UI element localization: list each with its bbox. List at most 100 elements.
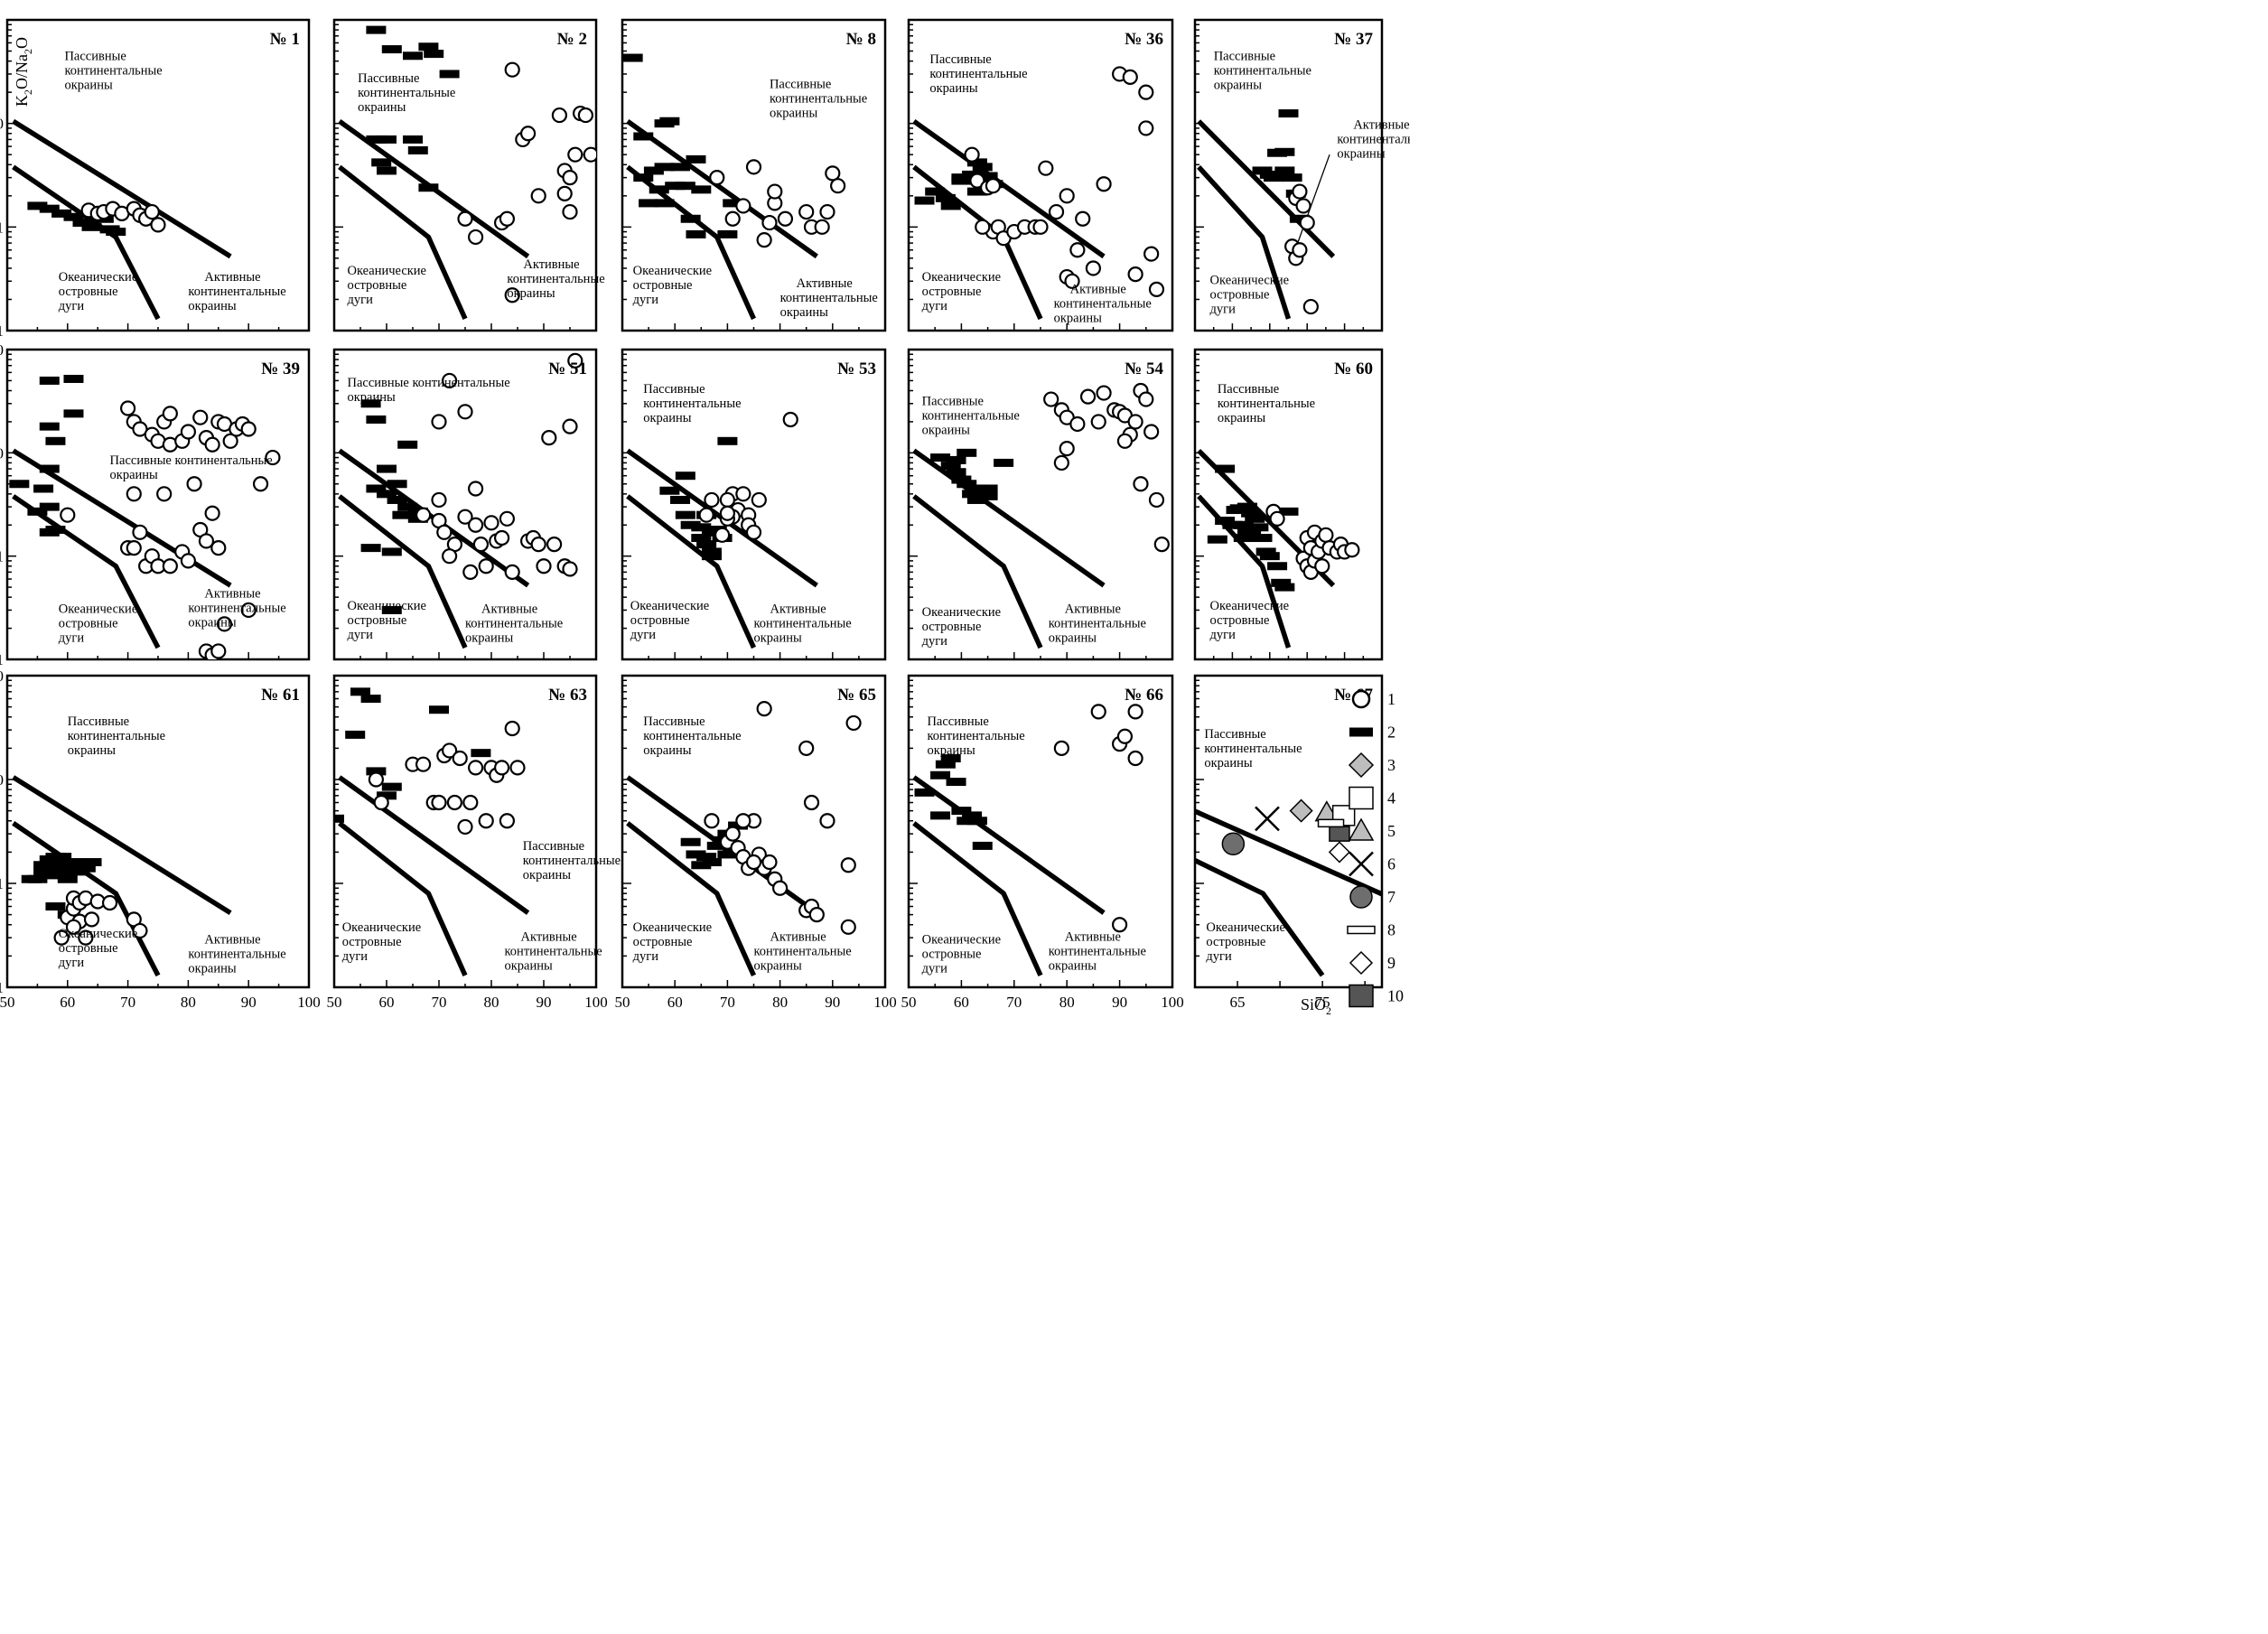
point-series-1 [567, 352, 583, 369]
point-series-1 [583, 146, 596, 163]
point-series-1 [1133, 476, 1149, 492]
point-series-1 [60, 507, 76, 523]
point-series-2 [654, 199, 675, 208]
point-series-2 [45, 858, 66, 867]
region-label-arcs: дуги [633, 293, 659, 307]
figure: № 1ПассивныеконтинентальныеокраиныАктивн… [0, 18, 1410, 1015]
point-series-2 [381, 605, 402, 614]
point-series-1 [724, 210, 741, 227]
legend-label: 7 [1387, 888, 1395, 906]
legend-item-7: 7 [1349, 885, 1395, 909]
point-series-2 [1222, 520, 1243, 529]
point-series-1 [240, 421, 257, 437]
point-series-1 [519, 126, 537, 142]
point-series-2 [977, 172, 998, 181]
point-series-2 [75, 864, 96, 873]
region-label-active: континентальные [465, 617, 563, 631]
legend-item-3: 3 [1348, 752, 1395, 779]
point-series-2 [675, 182, 695, 191]
boundary-lower-line [912, 821, 1043, 977]
region-label-active: континентальные [188, 948, 285, 962]
point-series-2 [1282, 173, 1302, 182]
point-series-2 [377, 791, 397, 800]
point-series-1 [1314, 558, 1330, 574]
point-series-1 [1116, 433, 1134, 449]
panel-1: № 1ПассивныеконтинентальныеокраиныАктивн… [0, 18, 311, 340]
region-label-passive: окраины [929, 81, 978, 96]
point-series-2 [334, 814, 344, 823]
boundary-lower-line [338, 494, 468, 649]
point-series-1 [840, 919, 856, 935]
point-series-1 [719, 505, 736, 521]
point-series-1 [467, 229, 484, 246]
panel-plot-area [912, 704, 1143, 977]
region-label-passive: континентальные [523, 854, 621, 868]
point-series-1 [499, 210, 516, 227]
point-series-2 [45, 871, 66, 880]
point-series-2 [659, 117, 680, 126]
point-series-1 [1295, 198, 1311, 214]
point-series-1 [457, 404, 473, 420]
panel-title: № 37 [1334, 30, 1373, 49]
legend-label: 4 [1387, 789, 1395, 808]
region-label-active: континентальные [507, 272, 604, 286]
region-label-active: Активные [1070, 283, 1126, 297]
point-series-1 [1059, 441, 1075, 457]
point-series-1 [1302, 298, 1319, 315]
point-series-1 [132, 524, 148, 540]
point-series-1 [180, 553, 196, 569]
point-series-1 [53, 929, 70, 946]
point-series-1 [745, 159, 762, 175]
point-series-1 [709, 170, 725, 186]
x-tick-label: 70 [120, 994, 135, 1011]
point-series-2 [680, 520, 701, 529]
point-series-2 [940, 754, 961, 763]
point-series-1 [204, 505, 220, 521]
point-series-2 [935, 760, 956, 769]
boundary-upper-line [12, 775, 232, 915]
point-series-1 [975, 219, 991, 235]
region-label-passive: окраины [1214, 79, 1263, 93]
panel-plot-area [334, 687, 530, 977]
panel-title: № 53 [837, 359, 876, 378]
panel-plot-area [912, 66, 1165, 321]
point-series-2 [1289, 214, 1310, 223]
boundary-upper-line [1195, 808, 1382, 897]
panel-4: № 36ПассивныеконтинентальныеокраиныАктив… [907, 18, 1174, 332]
point-series-2 [633, 173, 654, 182]
point-series-1 [1053, 740, 1069, 756]
point-series-1 [240, 602, 257, 619]
x-tick-label: 75 [1315, 994, 1330, 1011]
point-series-1 [577, 107, 594, 124]
point-series-2 [371, 158, 392, 167]
point-series-1 [216, 616, 233, 632]
point-series-2 [63, 858, 84, 867]
legend-marker-8 [1347, 925, 1376, 935]
y-tick-label: 0.1 [0, 322, 4, 340]
x-tick-label: 50 [0, 994, 15, 1011]
region-label-arcs: Океанические [1210, 599, 1290, 613]
region-label-arcs: дуги [1210, 302, 1237, 316]
panel-title: № 54 [1125, 359, 1163, 378]
region-label-passive: континентальные [643, 397, 741, 411]
x-tick-label: 90 [825, 994, 840, 1011]
point-series-2 [966, 158, 987, 167]
region-label-passive: Пассивные [927, 714, 988, 729]
region-label-passive: окраины [68, 743, 117, 758]
point-series-2 [914, 196, 935, 205]
region-label-arcs: Океанические [630, 599, 710, 613]
x-tick-label: 70 [720, 994, 735, 1011]
point-series-1 [814, 219, 830, 235]
region-label-arcs: дуги [348, 628, 374, 642]
panel-5: № 37ПассивныеконтинентальныеокраиныАктив… [1193, 18, 1410, 332]
point-series-1 [222, 433, 238, 449]
point-series-1 [373, 794, 389, 811]
panel-title: № 2 [557, 30, 587, 49]
point-series-2 [701, 547, 722, 556]
point-series-2 [418, 183, 439, 192]
point-series-1 [156, 486, 173, 502]
panel-frame [1193, 674, 1384, 989]
region-label-active: окраины [188, 615, 237, 630]
point-series-2 [39, 464, 60, 473]
